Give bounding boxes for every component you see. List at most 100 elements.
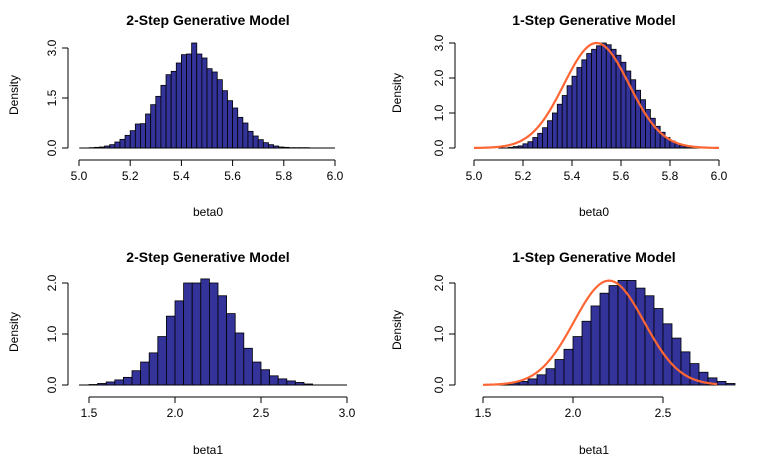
- histogram-bar: [150, 104, 157, 149]
- histogram-bar: [234, 332, 245, 386]
- histogram-bar: [537, 132, 544, 149]
- histogram-bar: [196, 53, 203, 149]
- histogram-bar: [260, 369, 270, 386]
- histogram-bar: [191, 282, 202, 386]
- histogram-bar: [262, 142, 269, 149]
- histogram-bar: [644, 295, 655, 386]
- y-tick-label: 0.0: [432, 139, 446, 156]
- histogram-bar: [124, 134, 131, 149]
- x-axis: 1.5 2.0 2.5 3.0: [81, 396, 356, 420]
- histogram-bar: [581, 320, 592, 386]
- y-axis: 0.0 1.0 2.0 3.0: [432, 34, 456, 156]
- x-tick-label: 2.0: [167, 406, 184, 420]
- histogram-bar: [200, 278, 210, 386]
- x-tick-label: 5.0: [466, 169, 483, 183]
- y-axis: 0.0 1.5 3.0: [45, 39, 69, 156]
- x-axis-label: beta0: [193, 205, 223, 219]
- y-tick-label: 1.5: [45, 89, 59, 106]
- x-tick-label: 1.5: [81, 406, 98, 420]
- histogram-bar: [269, 375, 279, 386]
- histogram-bar: [725, 383, 736, 386]
- histogram-bar: [522, 143, 529, 149]
- histogram-bar: [552, 112, 558, 149]
- histogram-bar: [605, 44, 612, 149]
- panel-beta0-2step: 2-Step Generative Model beta0 Density 5.…: [7, 12, 344, 219]
- y-tick-label: 2.0: [432, 274, 446, 291]
- histogram-bar: [596, 45, 602, 149]
- y-axis-label: Density: [7, 312, 21, 352]
- density-curve: [473, 41, 720, 150]
- x-tick-label: 6.0: [327, 169, 344, 183]
- histogram-bar: [556, 103, 563, 149]
- y-tick-label: 3.0: [432, 34, 446, 51]
- panel-title: 2-Step Generative Model: [126, 12, 289, 28]
- panel-beta0-1step: 1-Step Generative Model beta0 Density 5.…: [390, 12, 728, 219]
- density-curve-layer: [482, 279, 718, 386]
- y-axis: 0.0 1.0 2.0: [432, 274, 456, 393]
- histogram-bar: [134, 123, 141, 149]
- histogram-bar: [119, 138, 126, 149]
- histogram-bar: [131, 370, 142, 386]
- panel-title: 1-Step Generative Model: [512, 249, 675, 265]
- panel-title: 1-Step Generative Model: [512, 12, 675, 28]
- histogram-bar: [160, 84, 167, 149]
- histogram-bar: [174, 300, 184, 386]
- histogram-bar: [216, 79, 223, 149]
- histogram-bar: [671, 337, 682, 386]
- panel-beta1-2step: 2-Step Generative Model beta1 Density 1.…: [7, 249, 356, 457]
- density-curve-layer: [473, 41, 720, 150]
- histogram-bar: [226, 313, 236, 386]
- histogram-bar: [165, 315, 176, 386]
- histogram-bar: [251, 361, 262, 386]
- y-axis-label: Density: [390, 73, 404, 113]
- histogram-bar: [277, 378, 288, 386]
- histogram-bar: [536, 374, 547, 386]
- histogram-bar: [680, 351, 691, 386]
- histogram-bar: [518, 381, 529, 386]
- histogram-bar: [599, 292, 610, 386]
- density-curve: [482, 279, 718, 386]
- histogram-bar: [140, 123, 146, 149]
- histogram-bar: [601, 42, 607, 149]
- x-axis-label: beta1: [193, 443, 223, 457]
- histogram-bar: [608, 285, 619, 386]
- histogram-bar: [201, 57, 208, 149]
- histogram-bar: [191, 42, 198, 149]
- y-axis-label: Density: [390, 310, 404, 350]
- histogram-bar: [252, 135, 259, 149]
- histogram-bar: [123, 376, 133, 386]
- histogram-bar: [114, 141, 121, 149]
- x-tick-label: 5.6: [613, 169, 630, 183]
- histogram-bar: [527, 141, 534, 149]
- histogram-bar: [617, 280, 628, 386]
- histogram-bar: [148, 352, 159, 386]
- histogram-bar: [170, 70, 177, 149]
- histogram-bar: [165, 74, 172, 149]
- x-axis: 1.5 2.0 2.5: [475, 396, 672, 420]
- x-axis-label: beta0: [579, 205, 609, 219]
- histogram-bar: [586, 53, 593, 149]
- histogram-bar: [247, 130, 254, 149]
- histogram-bars: [79, 42, 335, 149]
- x-tick-label: 6.0: [711, 169, 728, 183]
- histogram-bar: [542, 127, 548, 149]
- y-tick-label: 1.0: [432, 104, 446, 121]
- histogram-bar: [186, 53, 193, 149]
- histogram-bar: [547, 120, 553, 149]
- y-axis-label: Density: [7, 75, 21, 115]
- y-axis: 0.0 1.0 2.0: [45, 274, 69, 393]
- histogram-bar: [566, 85, 573, 149]
- histogram-bar: [180, 54, 187, 149]
- x-axis: 5.0 5.2 5.4 5.6 5.8 6.0: [71, 159, 344, 183]
- histogram-bar: [563, 348, 574, 386]
- histogram-bar: [183, 282, 193, 386]
- histogram-bar: [208, 282, 219, 386]
- histogram-bar: [221, 90, 228, 149]
- y-tick-label: 1.0: [45, 325, 59, 342]
- histogram-bar: [155, 95, 162, 149]
- x-tick-label: 5.8: [662, 169, 679, 183]
- histogram-bar: [610, 48, 617, 149]
- histogram-bar: [576, 67, 583, 149]
- histogram-bar: [571, 75, 578, 149]
- histogram-bar: [286, 380, 296, 386]
